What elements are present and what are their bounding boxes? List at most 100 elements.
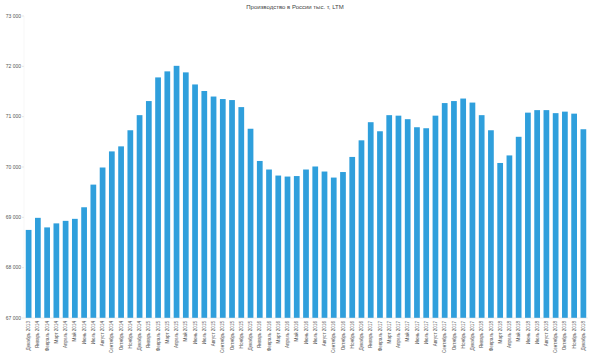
bar	[340, 172, 346, 318]
bar	[26, 230, 32, 318]
x-tick-label: Декабрь 2017	[470, 321, 475, 351]
chart: Производство в России тыс. т, LTM67 0006…	[0, 0, 590, 354]
y-axis	[24, 16, 25, 318]
x-tick-label: Май 2017	[404, 321, 410, 342]
y-tick	[22, 66, 24, 67]
x-tick-label: Август 2015	[211, 321, 216, 347]
bar	[359, 140, 365, 318]
y-tick	[22, 116, 24, 117]
x-tick-label: Декабрь 2016	[359, 321, 364, 351]
bar	[414, 127, 420, 318]
y-tick	[22, 318, 24, 319]
y-tick-label: 72 000	[6, 63, 22, 69]
bar	[183, 72, 189, 318]
title: Производство в России тыс. т, LTM	[246, 4, 343, 10]
bar	[405, 119, 411, 318]
bar	[396, 116, 402, 318]
bar	[146, 101, 152, 318]
x-tick-label: Сентябрь 2014	[109, 321, 114, 354]
bar	[433, 116, 439, 318]
y-tick-label: 68 000	[6, 264, 22, 270]
y-tick	[22, 217, 24, 218]
bar	[220, 99, 226, 318]
bar	[53, 223, 59, 318]
x-tick-label: Май 2014	[71, 321, 77, 342]
bar	[257, 161, 263, 318]
bar	[525, 113, 531, 318]
x-tick-label: Январь 2017	[368, 321, 373, 349]
bar	[137, 115, 143, 318]
bar	[192, 84, 198, 318]
x-tick-label: Июль 2015	[202, 321, 207, 345]
x-tick-label: Август 2016	[322, 321, 327, 347]
x-tick-label: Сентябрь 2015	[220, 321, 225, 354]
bar	[562, 112, 568, 318]
bar	[312, 166, 318, 318]
bar	[109, 151, 115, 318]
bar	[581, 129, 587, 318]
bar	[331, 178, 337, 318]
bar	[368, 122, 374, 318]
x-tick-label: Октябрь 2014	[119, 321, 124, 351]
bar	[81, 207, 87, 318]
x-tick-label: Май 2015	[182, 321, 188, 342]
x-tick-label: Июнь 2015	[193, 321, 198, 345]
x-tick-label: Декабрь 2013	[26, 321, 31, 351]
x-tick-label: Январь 2018	[479, 321, 484, 349]
bar	[201, 91, 207, 318]
x-tick-label: Февраль 2017	[378, 321, 383, 352]
x-tick-label: Январь 2015	[146, 321, 151, 349]
x-tick-label: Ноябрь 2016	[350, 321, 355, 349]
x-tick-label: Июнь 2018	[526, 321, 531, 345]
bar	[174, 66, 180, 318]
x-tick-label: Апрель 2015	[174, 321, 179, 349]
bar	[118, 146, 124, 318]
bar	[303, 170, 309, 318]
bar	[460, 99, 466, 318]
x-tick-label: Август 2014	[100, 321, 105, 347]
bar	[451, 101, 457, 318]
bar	[470, 103, 476, 318]
x-tick-label: Ноябрь 2017	[461, 321, 466, 349]
x-tick-label: Март 2017	[387, 321, 392, 344]
x-tick-label: Март 2018	[498, 321, 503, 344]
x-tick-label: Сентябрь 2017	[442, 321, 447, 354]
bar	[35, 218, 41, 318]
x-tick-label: Январь 2016	[257, 321, 262, 349]
x-tick-label: Ноябрь 2014	[128, 321, 133, 349]
y-tick-label: 69 000	[6, 214, 22, 220]
x-tick-label: Май 2016	[293, 321, 299, 342]
bar	[294, 176, 300, 318]
bar	[275, 176, 281, 318]
bar	[507, 155, 513, 318]
x-tick-label: Март 2016	[276, 321, 281, 344]
bar	[63, 221, 69, 318]
x-tick-label: Апрель 2014	[63, 321, 68, 349]
x-tick-label: Апрель 2017	[396, 321, 401, 349]
bar	[571, 114, 577, 318]
x-tick-label: Октябрь 2015	[230, 321, 235, 351]
bar	[322, 172, 328, 318]
y-tick	[22, 167, 24, 168]
bar	[534, 110, 540, 318]
bar	[349, 157, 355, 318]
x-tick-label: Сентябрь 2016	[331, 321, 336, 354]
x-tick-label: Февраль 2014	[45, 321, 50, 352]
x-tick-label: Январь 2014	[35, 321, 40, 349]
x-tick-label: Февраль 2018	[489, 321, 494, 352]
x-tick-label: Октябрь 2017	[452, 321, 457, 351]
x-tick-label: Февраль 2015	[156, 321, 161, 352]
bar	[553, 113, 559, 318]
bar	[497, 163, 503, 318]
bar	[285, 177, 291, 318]
x-tick-label: Ноябрь 2018	[572, 321, 577, 349]
x-axis	[24, 318, 588, 319]
bar	[479, 115, 485, 318]
x-tick-label: Июль 2017	[424, 321, 429, 345]
bar	[211, 97, 217, 318]
x-tick-label: Август 2017	[433, 321, 438, 347]
x-tick-label: Октябрь 2018	[562, 321, 567, 351]
bar	[127, 130, 133, 318]
x-tick-label: Март 2015	[165, 321, 170, 344]
y-tick	[22, 267, 24, 268]
